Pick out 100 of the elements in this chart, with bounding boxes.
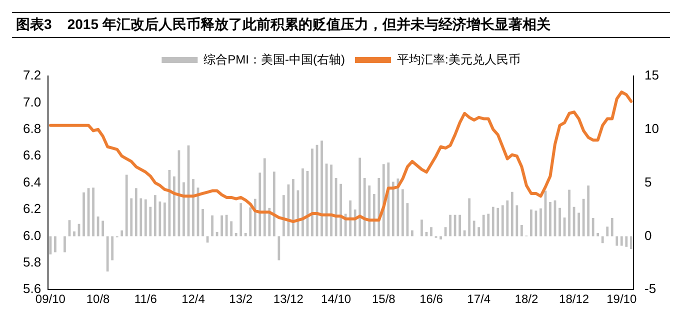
bar (549, 202, 552, 236)
bar (620, 236, 623, 246)
bar (378, 178, 380, 236)
x-tick-label: 12/4 (182, 292, 206, 306)
bar (73, 231, 76, 236)
bar (358, 158, 362, 236)
bar (610, 218, 614, 236)
bar (401, 189, 404, 236)
bar (587, 185, 590, 236)
bar (244, 232, 247, 236)
bar (396, 178, 400, 236)
bar (392, 182, 394, 236)
bar (478, 227, 480, 236)
bar (154, 195, 156, 236)
bar (125, 174, 128, 236)
bar (492, 206, 494, 236)
bar (149, 206, 152, 236)
bar (363, 178, 366, 236)
bar (164, 202, 166, 236)
bar (263, 158, 266, 236)
bar (520, 224, 523, 236)
bar (258, 172, 262, 236)
x-tick-label: 17/4 (467, 292, 491, 306)
bar (302, 168, 304, 236)
x-tick-label: 16/6 (420, 292, 444, 306)
bar (182, 182, 185, 236)
x-tick-label: 18/12 (559, 292, 590, 306)
bar (106, 236, 109, 272)
bar (54, 236, 56, 252)
y2-tick-label: 0 (644, 228, 652, 243)
y2-tick-label: 15 (644, 68, 660, 83)
bar (558, 208, 561, 236)
bar (368, 185, 371, 236)
bar (625, 236, 628, 247)
y-tick-label: 7.0 (22, 94, 42, 110)
bar (468, 198, 471, 236)
y-tick-label: 6.4 (22, 174, 42, 190)
bar (472, 220, 476, 236)
bar (449, 214, 452, 236)
bar (64, 236, 66, 252)
bar (211, 215, 214, 236)
y-tick-label: 5.8 (22, 254, 42, 270)
bar (463, 230, 466, 236)
bar (482, 214, 485, 236)
bar (225, 214, 228, 236)
bar (82, 192, 85, 236)
bar (606, 226, 609, 236)
bar (596, 232, 600, 236)
bar (249, 207, 252, 236)
bar (311, 148, 314, 236)
y2-tick-label: -5 (644, 281, 656, 296)
bar (120, 230, 124, 236)
x-tick-label: 18/2 (514, 292, 538, 306)
bar (92, 188, 94, 236)
bar (516, 205, 518, 236)
bar (202, 208, 204, 236)
bar (320, 140, 323, 236)
bar (420, 220, 423, 236)
y-tick-label: 6.8 (22, 120, 42, 136)
bar (272, 172, 276, 236)
bar (440, 236, 442, 240)
bar (292, 179, 294, 236)
x-tick-label: 13/12 (273, 292, 304, 306)
bar (568, 190, 570, 236)
bar (340, 184, 342, 236)
bar (349, 200, 352, 236)
bar (496, 208, 500, 236)
bar (411, 230, 414, 236)
bar (230, 221, 233, 236)
bar (102, 220, 104, 236)
bar (506, 200, 509, 236)
bar (530, 210, 532, 236)
x-tick-label: 11/6 (134, 292, 158, 306)
y-tick-label: 6.0 (22, 228, 42, 243)
bar (192, 179, 194, 236)
x-tick-label: 09/10 (35, 292, 66, 306)
bar (158, 201, 162, 236)
bar (592, 218, 594, 236)
bar (134, 188, 138, 236)
bar (144, 199, 147, 236)
bar (582, 198, 585, 236)
bar (487, 214, 490, 236)
y2-tick-label: 10 (644, 120, 660, 136)
bar (458, 214, 461, 236)
x-tick-label: 15/8 (372, 292, 396, 306)
bar (130, 198, 133, 236)
bar (501, 205, 504, 236)
bar (601, 236, 604, 244)
chart-title: 图表3 2015 年汇改后人民币释放了此前积累的贬值压力，但并未与经济增长显著相关 (12, 12, 670, 38)
bar (578, 212, 580, 236)
bar (540, 208, 542, 236)
bar (278, 236, 280, 260)
x-tick-label: 10/8 (86, 292, 110, 306)
bar (234, 232, 238, 236)
bar (282, 195, 285, 236)
bar (510, 192, 514, 236)
y-tick-label: 6.2 (22, 201, 42, 216)
bar (111, 236, 114, 260)
x-tick-label: 19/10 (606, 292, 637, 306)
legend-label: 综合PMI：美国-中国(右轴) (204, 52, 345, 66)
